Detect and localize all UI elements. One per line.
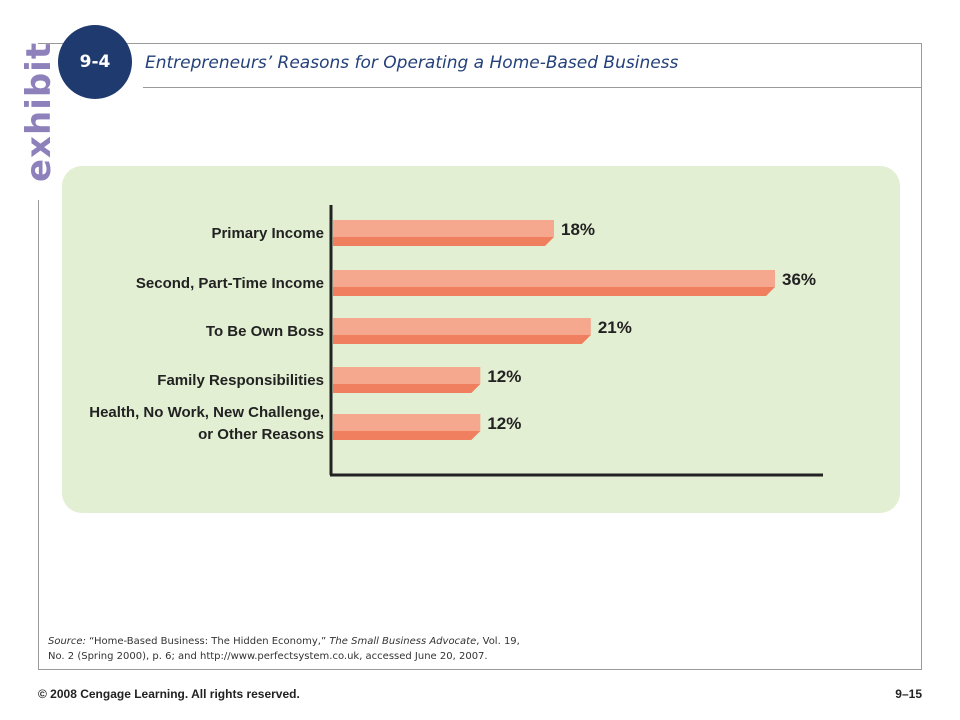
title-rule bbox=[143, 87, 922, 88]
data-label: 12% bbox=[487, 414, 521, 433]
source-prefix: Source: bbox=[48, 636, 86, 647]
data-label: 18% bbox=[561, 220, 595, 239]
category-label: or Other Reasons bbox=[198, 426, 324, 443]
category-label: To Be Own Boss bbox=[206, 323, 324, 340]
bar-face bbox=[333, 367, 481, 384]
source-publication: The Small Business Advocate bbox=[329, 636, 477, 647]
exhibit-frame bbox=[38, 43, 922, 670]
bar-shadow bbox=[333, 287, 775, 296]
source-line-2: No. 2 (Spring 2000), p. 6; and http://ww… bbox=[48, 651, 488, 662]
data-label: 36% bbox=[782, 270, 816, 289]
category-label: Health, No Work, New Challenge, bbox=[89, 404, 324, 421]
category-label: Primary Income bbox=[211, 225, 324, 242]
category-label: Second, Part-Time Income bbox=[136, 275, 324, 292]
bar bbox=[333, 318, 591, 344]
bar-face bbox=[333, 270, 775, 287]
bar bbox=[333, 220, 554, 246]
bar bbox=[333, 367, 481, 393]
bar-shadow bbox=[333, 335, 591, 344]
category-label: Family Responsibilities bbox=[157, 372, 324, 389]
bar bbox=[333, 270, 775, 296]
data-label: 12% bbox=[487, 367, 521, 386]
exhibit-frame-left-rule bbox=[38, 200, 39, 670]
bar-shadow bbox=[333, 384, 481, 393]
page-number: 9–15 bbox=[895, 687, 922, 701]
source-text-1: “Home-Based Business: The Hidden Economy… bbox=[85, 636, 330, 647]
bar-face bbox=[333, 414, 481, 431]
bar-shadow bbox=[333, 431, 481, 440]
bar-face bbox=[333, 318, 591, 335]
copyright-text: © 2008 Cengage Learning. All rights rese… bbox=[38, 687, 300, 701]
bar bbox=[333, 414, 481, 440]
data-label: 21% bbox=[598, 318, 632, 337]
exhibit-number-badge: 9-4 bbox=[58, 25, 132, 99]
source-note: Source: “Home-Based Business: The Hidden… bbox=[48, 634, 608, 664]
chart-title: Entrepreneurs’ Reasons for Operating a H… bbox=[145, 53, 679, 73]
bar-face bbox=[333, 220, 554, 237]
source-text-2: , Vol. 19, bbox=[476, 636, 520, 647]
bar-shadow bbox=[333, 237, 554, 246]
